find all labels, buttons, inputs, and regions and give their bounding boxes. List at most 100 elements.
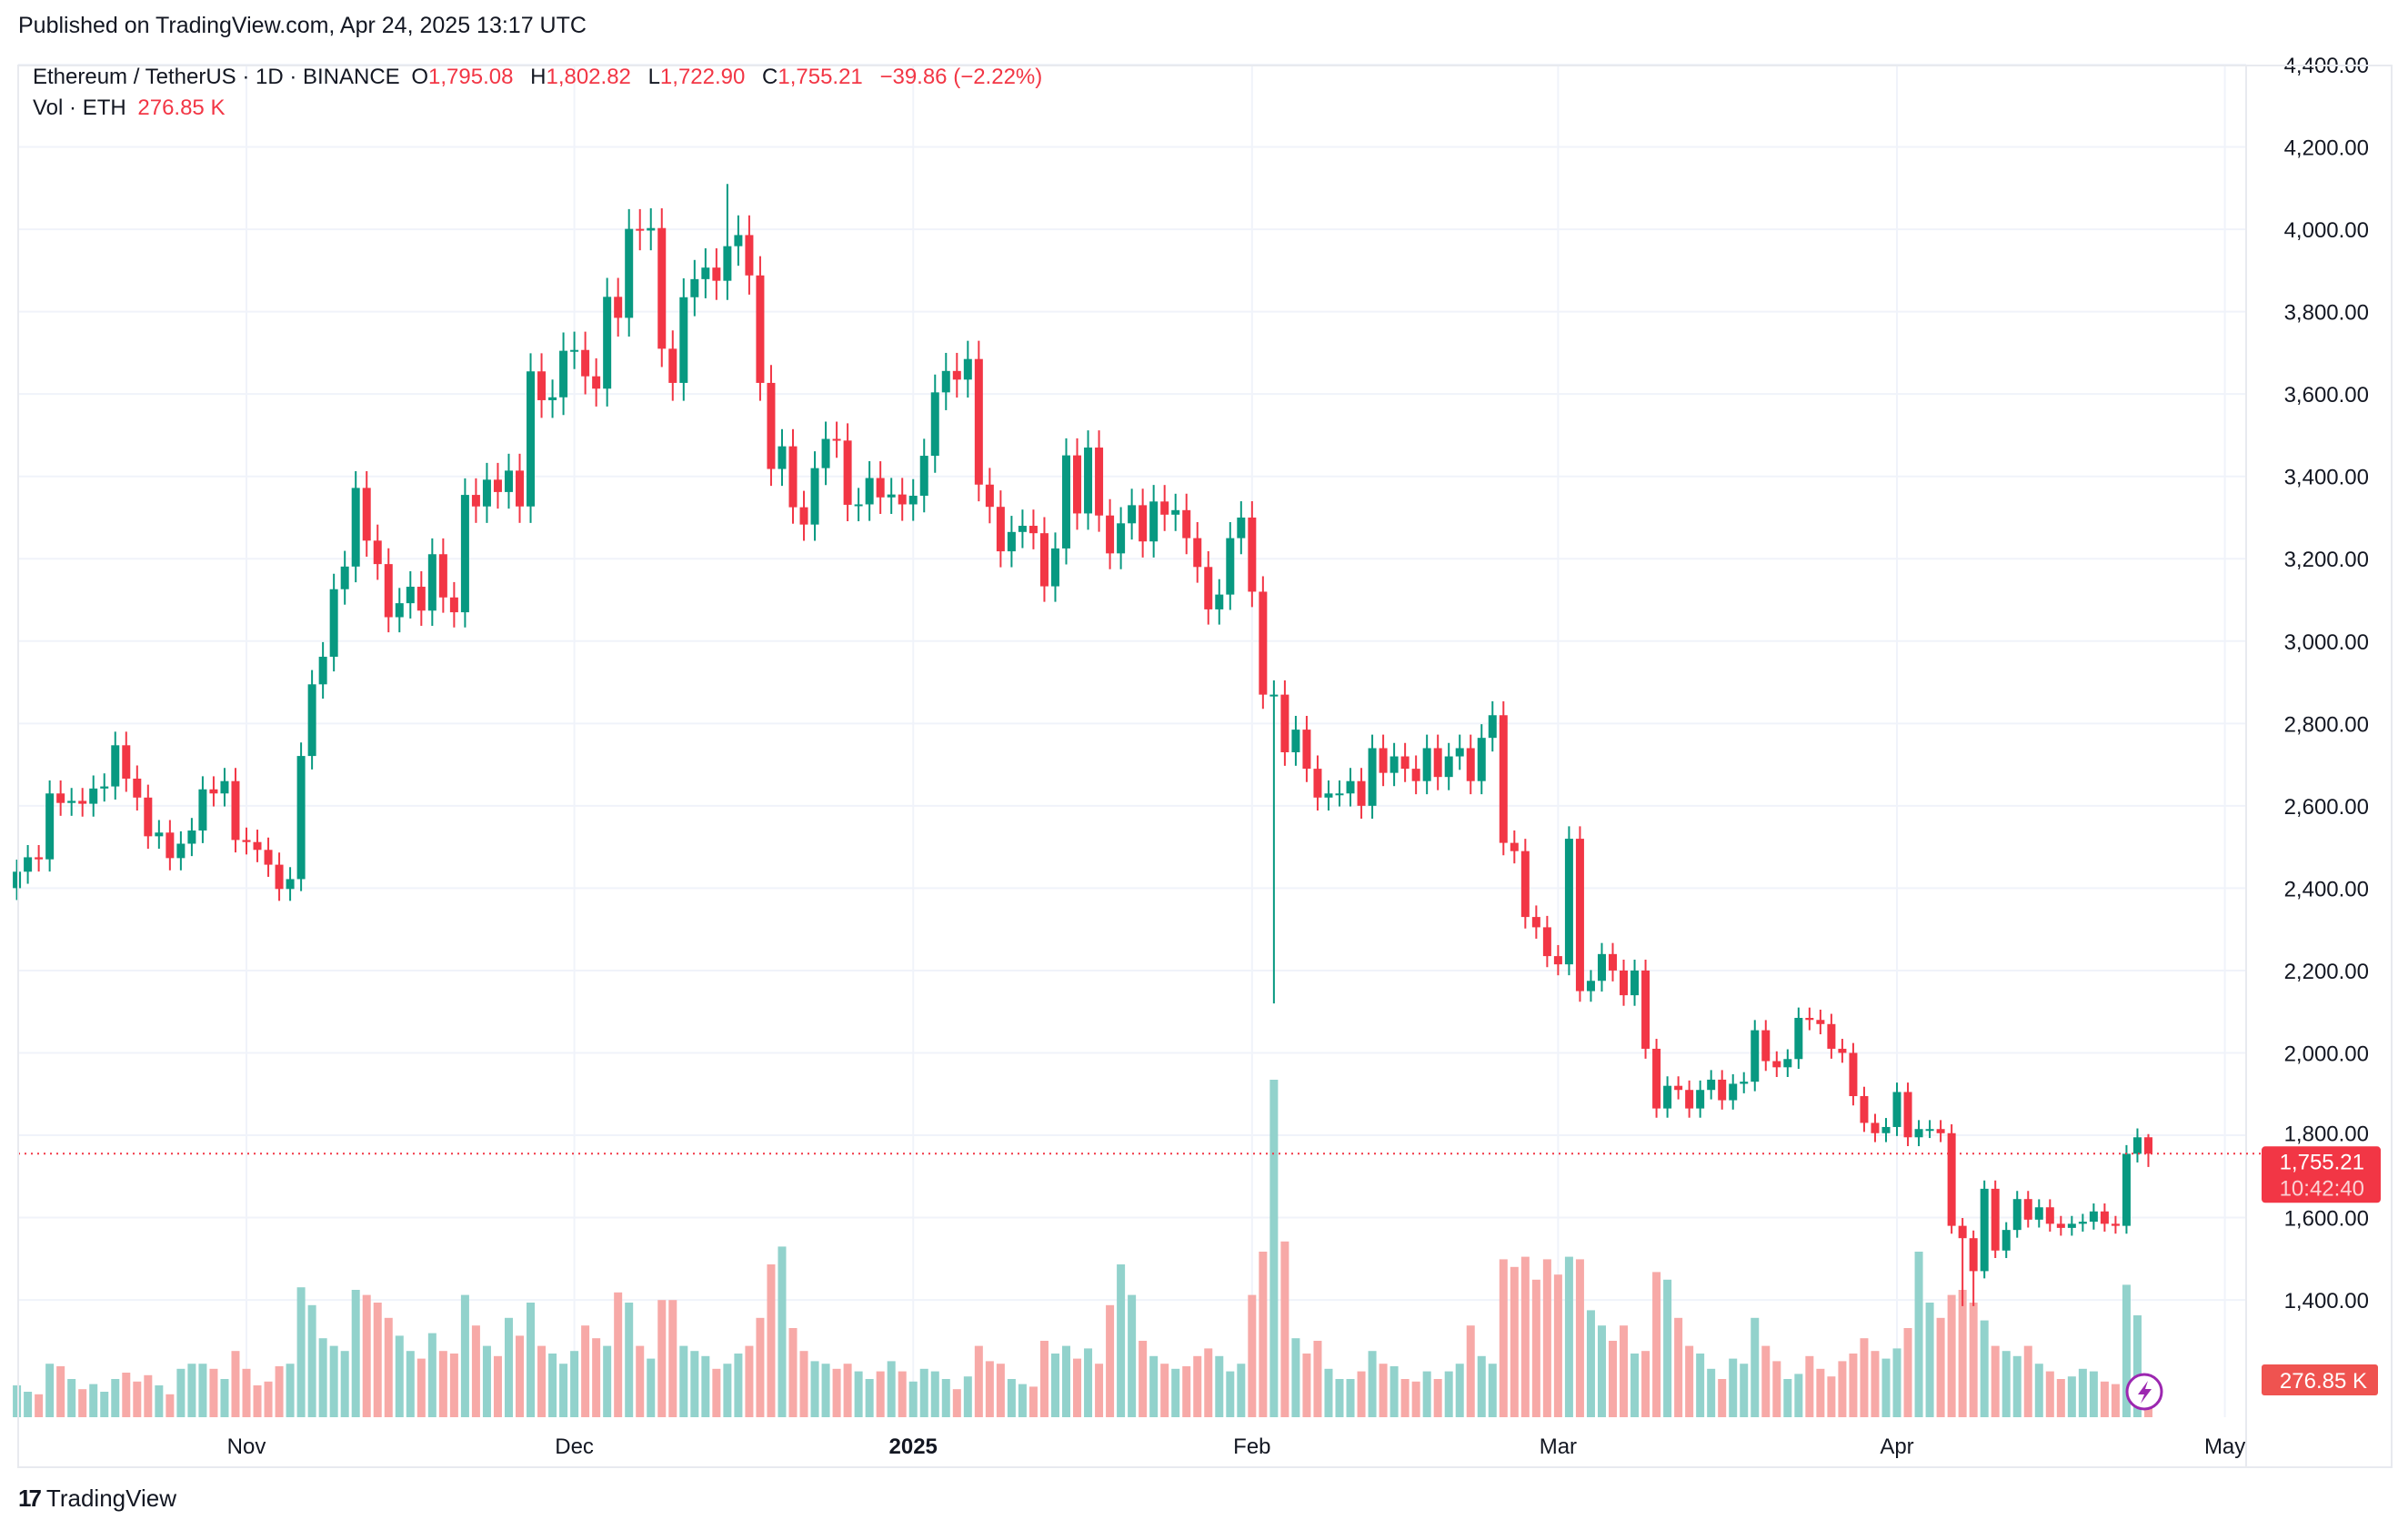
volume-bar [985,1361,994,1417]
tradingview-logo-icon: 17 [18,1485,42,1512]
volume-bar [1881,1358,1891,1417]
volume-bar [1280,1241,1289,1417]
volume-bar [1685,1345,1694,1417]
candle-body [351,488,360,567]
volume-bar [242,1368,251,1417]
volume-bar [1007,1379,1016,1417]
volume-bar [1237,1364,1246,1417]
candle-body [1620,970,1629,996]
candle-body [1816,1020,1825,1024]
lightning-icon[interactable] [2125,1373,2163,1411]
candle-body [1291,730,1300,753]
candle-body [286,879,295,890]
candle-body [275,864,284,890]
volume-bar [187,1364,196,1417]
volume-bar [1204,1348,1213,1417]
open-value: O1,795.08 [411,65,514,89]
candle-body [1379,748,1388,773]
candle-body [1838,1048,1847,1053]
volume-bar [1259,1252,1268,1417]
candle-body [1761,1030,1771,1062]
candle-body [919,456,928,496]
candle-body [2100,1211,2109,1224]
volume-bar [2111,1384,2120,1417]
candle-body [1466,748,1475,781]
volume-bar [1663,1279,1672,1417]
candle-body [592,376,601,389]
candle-body [1455,748,1464,757]
tradingview-logo[interactable]: 17 TradingView [18,1485,176,1513]
candle-body [1313,769,1322,798]
candle-body [1335,793,1344,796]
candle-body [166,832,175,859]
volume-bar [1892,1348,1901,1417]
candle-body [1871,1122,1880,1133]
volume-tag: 276.85 K [2262,1364,2378,1395]
volume-bar [1838,1361,1847,1417]
candle-body [1991,1188,2000,1251]
candle-body [1881,1126,1891,1133]
candle-body [1237,517,1246,539]
candle-body [449,597,458,613]
volume-bar [636,1345,645,1417]
candle-body [416,587,426,611]
y-tick-label: 1,800.00 [2284,1122,2369,1146]
volume-bar [1488,1364,1497,1417]
candle-body [1575,839,1584,991]
candle-body [13,871,22,889]
volume-bar [438,1351,447,1417]
candle-body [1073,455,1082,514]
symbol-title[interactable]: Ethereum / TetherUS · 1D · BINANCE [33,65,400,89]
volume-bar [111,1379,120,1417]
volume-bar [1969,1303,1978,1417]
volume-bar [1740,1364,1749,1417]
volume-bar [592,1338,601,1417]
candle-body [1226,538,1235,595]
volume-bar [24,1392,33,1417]
candle-body [1084,448,1093,514]
candle-body [887,494,896,498]
volume-bar [745,1345,754,1417]
volume-bar [1805,1355,1814,1417]
volume-bar [122,1373,131,1417]
volume-bar [1586,1310,1595,1417]
candle-body [1007,531,1016,552]
candle-body [2111,1223,2120,1226]
candle-body [625,228,634,318]
volume-bar [307,1304,316,1417]
candle-body [723,246,732,281]
candle-body [1903,1092,1912,1138]
close-value: C1,755.21 [762,65,863,89]
candle-body [1269,694,1279,697]
volume-bar [1095,1364,1104,1417]
price-axis: 4,400.004,200.004,000.003,800.003,600.00… [2284,54,2369,1314]
candle-body [340,566,349,589]
candle-body [1740,1082,1749,1084]
change-value: −39.86 (−2.22%) [879,65,1043,89]
volume-bar [2078,1368,2087,1417]
volume-bar [1510,1266,1519,1417]
volume-bar [930,1371,939,1417]
volume-bar [767,1264,776,1417]
candle-body [767,382,776,469]
volume-bar [406,1351,415,1417]
candle-body [1368,748,1377,806]
volume-bar [2045,1371,2054,1417]
candle-body [296,756,306,880]
candle-body [799,507,808,525]
volume-bar [2089,1371,2098,1417]
chart-frame [17,65,2393,1468]
candle-body [788,446,798,508]
candle-body [1488,715,1497,739]
volume-bar [1553,1274,1562,1417]
candle-body [1510,842,1519,851]
volume-bar [1816,1368,1825,1417]
candle-body [1390,756,1399,773]
volume-bar [1477,1355,1486,1417]
y-tick-label: 3,600.00 [2284,383,2369,408]
volume-bar [166,1394,175,1417]
volume-tag-value: 276.85 K [2280,1369,2367,1394]
volume-bar [625,1303,634,1417]
candle-body [516,470,524,507]
